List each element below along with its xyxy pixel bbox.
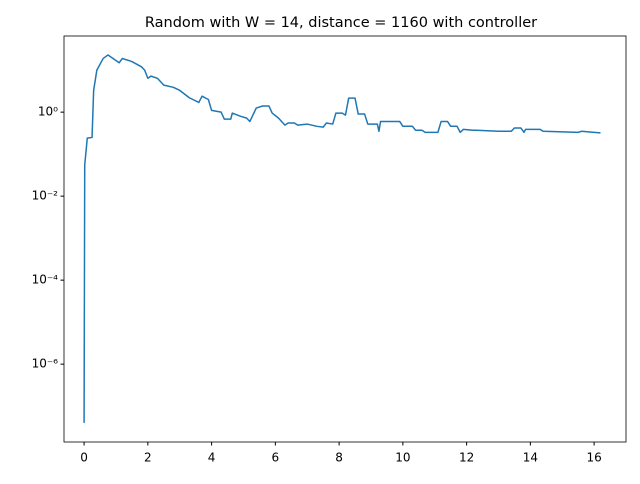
x-tick-label: 8 xyxy=(335,451,343,465)
x-tick-label: 12 xyxy=(459,451,474,465)
x-tick-label: 2 xyxy=(144,451,152,465)
data-line xyxy=(83,54,601,423)
chart-title: Random with W = 14, distance = 1160 with… xyxy=(145,15,537,31)
x-tick-label: 16 xyxy=(586,451,601,465)
x-tick-label: 6 xyxy=(272,451,280,465)
y-tick-label: 10⁰ xyxy=(38,105,58,119)
x-tick-label: 0 xyxy=(80,451,88,465)
y-tick-label: 10⁻² xyxy=(32,189,59,203)
x-tick-label: 14 xyxy=(523,451,538,465)
axes-frame xyxy=(63,35,627,443)
x-tick-label: 4 xyxy=(208,451,216,465)
y-tick-label: 10⁻⁴ xyxy=(32,273,59,287)
x-tick-label: 10 xyxy=(395,451,410,465)
y-tick-label: 10⁻⁶ xyxy=(32,357,59,371)
